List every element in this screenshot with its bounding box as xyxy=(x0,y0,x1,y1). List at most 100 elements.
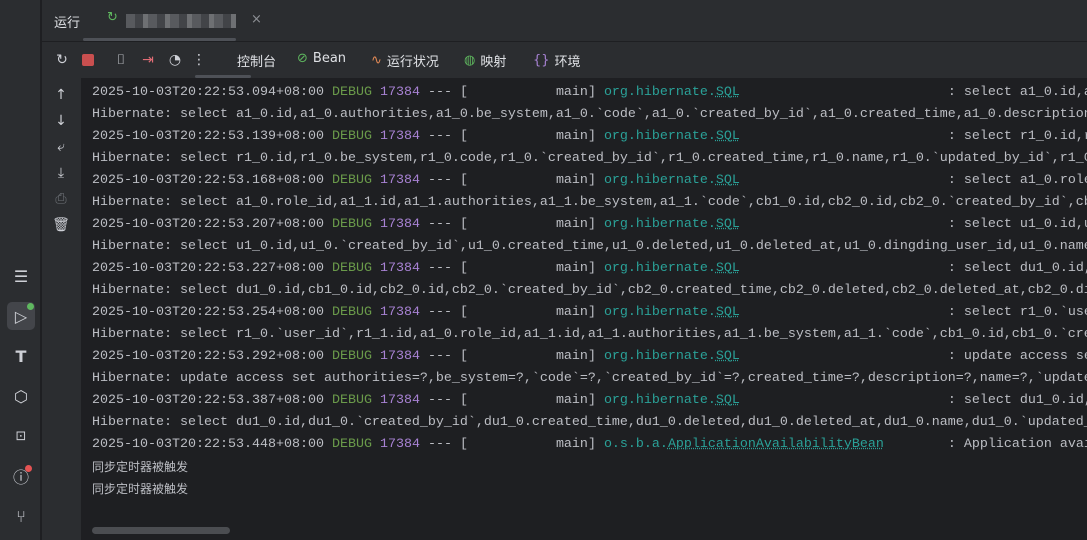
print-icon[interactable]: ⎙ xyxy=(55,191,67,207)
output-line: Hibernate: select du1_0.id,du1_0.`create… xyxy=(92,415,1087,430)
logger-class-link[interactable]: SQL xyxy=(715,85,740,100)
logger-class-link[interactable]: SQL xyxy=(715,261,740,276)
process-id: 17384 xyxy=(379,129,420,144)
thread-name: main xyxy=(555,217,588,232)
log-line: 2025-10-03T20:22:53.254+08:00 DEBUG 1738… xyxy=(92,302,1087,324)
output-line: 同步定时器被触发 xyxy=(92,460,189,474)
log-message: select du1_0.id,du xyxy=(963,393,1087,408)
process-id: 17384 xyxy=(379,85,420,100)
more-options-icon[interactable]: ⋮ xyxy=(192,52,206,68)
process-id: 17384 xyxy=(379,217,420,232)
problems-indicator xyxy=(25,465,32,472)
log-message: select du1_0.id,cb xyxy=(963,261,1087,276)
timestamp: 2025-10-03T20:22:53.254+08:00 xyxy=(92,305,324,320)
logger-name[interactable]: org.hibernate.SQL xyxy=(603,261,740,276)
tab-mappings[interactable]: ◍ 映射 xyxy=(464,51,506,70)
console-actions: ↑ ↓ ⤶ ⤓ ⎙ 🗑 xyxy=(42,78,81,540)
log-level: DEBUG xyxy=(331,393,372,408)
log-line: 2025-10-03T20:22:53.387+08:00 DEBUG 1738… xyxy=(92,390,1087,412)
restore-layout-icon[interactable]: ⇥ xyxy=(142,52,154,68)
profiler-icon[interactable]: ◔ xyxy=(168,52,182,68)
process-id: 17384 xyxy=(379,305,420,320)
output-line: Hibernate: select a1_0.id,a1_0.authoriti… xyxy=(92,107,1087,122)
logger-name[interactable]: org.hibernate.SQL xyxy=(603,305,740,320)
scroll-to-end-icon[interactable]: ⤓ xyxy=(57,165,65,181)
soft-wrap-icon[interactable]: ⤶ xyxy=(57,139,65,155)
thread-name: main xyxy=(555,305,588,320)
screenshot-icon[interactable]: ⌷ xyxy=(116,52,126,68)
thread-name: main xyxy=(555,85,588,100)
arrow-up-icon[interactable]: ↑ xyxy=(55,87,67,103)
logger-class-link[interactable]: SQL xyxy=(715,129,740,144)
log-message: select u1_0.id,u1_ xyxy=(963,217,1087,232)
logger-name[interactable]: org.hibernate.SQL xyxy=(603,85,740,100)
process-id: 17384 xyxy=(379,393,420,408)
tab-console[interactable]: 控制台 xyxy=(237,51,276,70)
logger-class-link[interactable]: SQL xyxy=(715,173,740,188)
logger-class-link[interactable]: SQL xyxy=(715,217,740,232)
stop-icon xyxy=(82,54,94,66)
rerun-icon[interactable]: ↻ xyxy=(56,52,68,68)
output-line: Hibernate: select u1_0.id,u1_0.`created_… xyxy=(92,239,1087,254)
log-message: Application availa xyxy=(963,437,1087,452)
tab-label: Bean xyxy=(312,51,347,66)
log-level: DEBUG xyxy=(331,173,372,188)
output-line: 同步定时器被触发 xyxy=(92,482,189,496)
thread-name: main xyxy=(555,173,588,188)
console-output[interactable]: 2025-10-03T20:22:53.094+08:00 DEBUG 1738… xyxy=(81,78,1087,540)
problems-icon[interactable]: ⓘ xyxy=(9,464,33,488)
process-id: 17384 xyxy=(379,173,420,188)
thread-name: main xyxy=(555,393,588,408)
structure-icon[interactable]: ☰ xyxy=(13,266,29,286)
terminal-icon[interactable]: ⊡ xyxy=(15,428,27,444)
logger-name[interactable]: o.s.b.a.ApplicationAvailabilityBean xyxy=(603,437,884,452)
tab-health[interactable]: ∿ 运行状况 xyxy=(371,51,439,70)
logger-class-link[interactable]: SQL xyxy=(715,393,740,408)
tab-label: 映射 xyxy=(480,55,507,70)
logger-class-link[interactable]: ApplicationAvailabilityBean xyxy=(667,437,884,452)
logger-name[interactable]: org.hibernate.SQL xyxy=(603,349,740,364)
running-indicator xyxy=(27,303,34,310)
arrow-down-icon[interactable]: ↓ xyxy=(55,113,67,129)
tab-label: 环境 xyxy=(554,55,581,70)
close-tab-button[interactable]: × xyxy=(251,12,262,27)
build-icon[interactable]: T xyxy=(15,346,27,366)
stop-button[interactable] xyxy=(79,51,97,69)
git-icon[interactable]: ⑂ xyxy=(16,506,26,526)
run-toolbar: ↻ ⌷ ⇥ ◔ ⋮ 控制台 ⊘ Bean ∿ 运行状况 ◍ 映射 {} 环境 xyxy=(42,43,1087,78)
spring-boot-run-icon: ↻ xyxy=(107,10,118,25)
tab-label: 运行状况 xyxy=(386,55,439,70)
run-tool-button[interactable]: ▷ xyxy=(7,302,35,330)
tab-environment[interactable]: {} 环境 xyxy=(533,51,581,70)
output-line: Hibernate: select r1_0.id,r1_0.be_system… xyxy=(92,151,1087,166)
log-line: 2025-10-03T20:22:53.448+08:00 DEBUG 1738… xyxy=(92,434,1087,456)
output-line: Hibernate: select du1_0.id,cb1_0.id,cb2_… xyxy=(92,283,1087,298)
logger-name[interactable]: org.hibernate.SQL xyxy=(603,129,740,144)
logger-name[interactable]: org.hibernate.SQL xyxy=(603,217,740,232)
log-level: DEBUG xyxy=(331,437,372,452)
tab-bean[interactable]: ⊘ Bean xyxy=(297,51,346,66)
timestamp: 2025-10-03T20:22:53.168+08:00 xyxy=(92,173,324,188)
log-level: DEBUG xyxy=(331,129,372,144)
timestamp: 2025-10-03T20:22:53.448+08:00 xyxy=(92,437,324,452)
run-config-name-redacted[interactable] xyxy=(126,14,236,28)
logger-class-link[interactable]: SQL xyxy=(715,349,740,364)
clear-trash-icon[interactable]: 🗑 xyxy=(52,217,70,233)
log-line: 2025-10-03T20:22:53.227+08:00 DEBUG 1738… xyxy=(92,258,1087,280)
log-message: select r1_0.id,r1_ xyxy=(963,129,1087,144)
logger-name[interactable]: org.hibernate.SQL xyxy=(603,173,740,188)
services-icon[interactable]: ⬡ xyxy=(14,386,28,406)
bean-icon: ⊘ xyxy=(297,51,308,66)
active-tab-indicator xyxy=(83,38,236,41)
environment-icon: {} xyxy=(533,53,550,68)
output-line: Hibernate: update access set authorities… xyxy=(92,371,1087,386)
log-message: select a1_0.role_i xyxy=(963,173,1087,188)
logger-class-link[interactable]: SQL xyxy=(715,305,740,320)
tab-label: 控制台 xyxy=(237,55,277,70)
log-level: DEBUG xyxy=(331,261,372,276)
logger-name[interactable]: org.hibernate.SQL xyxy=(603,393,740,408)
log-level: DEBUG xyxy=(331,85,372,100)
horizontal-scrollbar[interactable] xyxy=(92,527,230,534)
log-level: DEBUG xyxy=(331,305,372,320)
timestamp: 2025-10-03T20:22:53.207+08:00 xyxy=(92,217,324,232)
